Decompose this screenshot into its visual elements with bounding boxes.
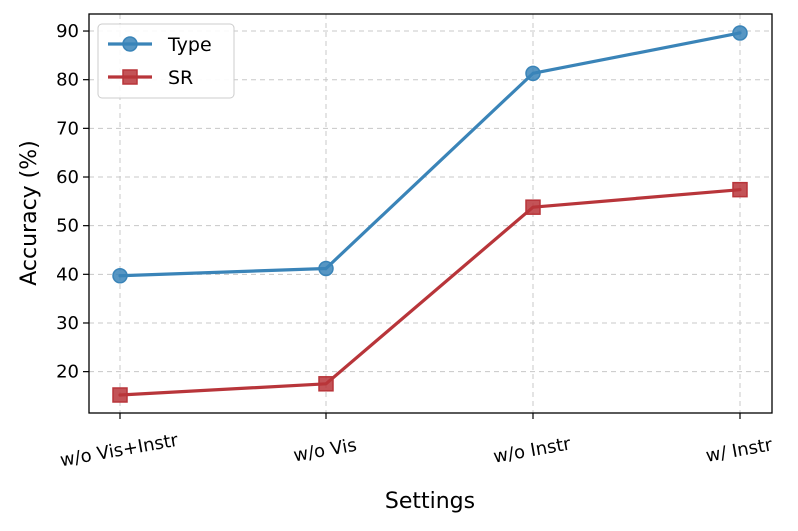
y-axis-label: Accuracy (%): [17, 140, 42, 286]
x-tick-label: w/o Instr: [492, 433, 573, 467]
series-sr-point: [112, 387, 128, 403]
legend-sr-label: SR: [168, 67, 193, 89]
y-tick-label: 70: [56, 118, 79, 139]
legend-type-label: Type: [167, 34, 212, 56]
y-tick-label: 80: [56, 70, 79, 91]
series-sr-point: [318, 376, 334, 392]
series-type-line: [118, 31, 742, 278]
series-sr-point: [525, 199, 541, 215]
series-sr-point: [732, 181, 748, 198]
series-type: [112, 25, 748, 284]
legend-item-sr: SR: [108, 67, 193, 89]
series-sr: [112, 181, 748, 403]
x-tick-label: w/o Vis+Instr: [58, 430, 180, 472]
legend-item-type: Type: [108, 34, 212, 56]
y-tick-label: 50: [56, 216, 79, 237]
legend-box: [97, 23, 235, 99]
y-tick-label: 60: [56, 167, 79, 188]
series-type-point: [525, 65, 541, 82]
y-tick-label: 40: [56, 264, 79, 285]
series-sr-line: [118, 188, 742, 397]
x-axis-label: Settings: [385, 489, 475, 514]
plot-frame: [88, 13, 773, 414]
y-tick-label: 20: [56, 362, 79, 383]
series-type-point: [112, 268, 128, 284]
y-tick-label: 30: [56, 313, 79, 334]
legend-type-marker: [122, 36, 138, 52]
series-layer: [112, 25, 748, 403]
legend-sr-marker: [122, 69, 138, 85]
legend: Type SR: [97, 23, 235, 99]
series-type-point: [732, 25, 748, 41]
series-type-point: [318, 260, 334, 277]
x-tick-label: w/ Instr: [704, 434, 774, 466]
x-tick-label: w/o Vis: [292, 435, 359, 467]
y-tick-label: 90: [56, 21, 79, 42]
